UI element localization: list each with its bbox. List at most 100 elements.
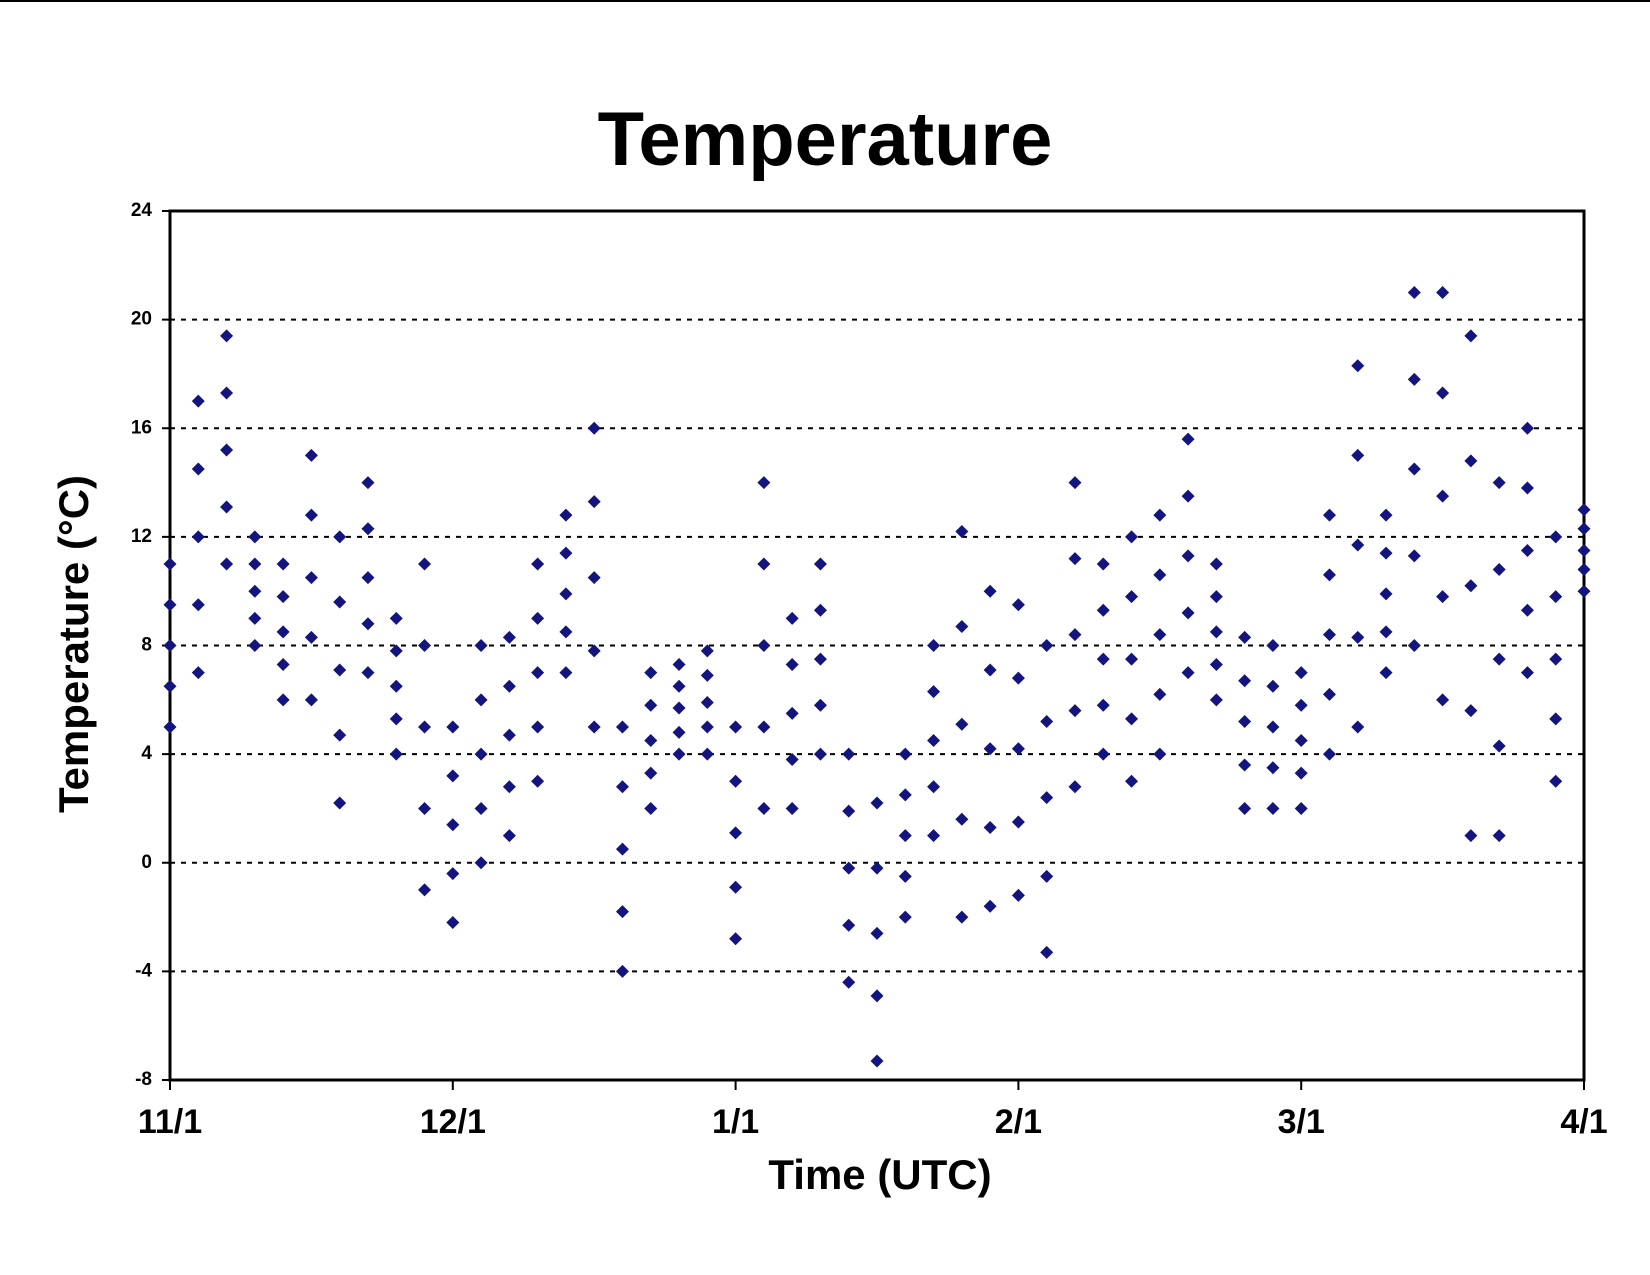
data-point	[361, 666, 375, 680]
data-point	[955, 910, 969, 924]
data-point	[757, 476, 771, 490]
data-point	[587, 644, 601, 658]
data-point	[531, 774, 545, 788]
data-point	[502, 679, 516, 693]
data-point	[757, 639, 771, 652]
data-point	[446, 818, 460, 832]
data-point	[559, 625, 573, 639]
data-point	[1407, 639, 1421, 652]
data-point	[644, 801, 658, 815]
data-point	[1096, 557, 1110, 571]
data-point	[220, 443, 234, 457]
data-point	[1577, 562, 1591, 576]
data-point	[1181, 432, 1195, 446]
data-point	[927, 734, 941, 748]
data-point	[502, 728, 516, 742]
data-point	[559, 666, 573, 680]
data-point	[1096, 652, 1110, 666]
data-point	[1549, 774, 1563, 788]
data-point	[1577, 584, 1591, 598]
data-point	[1125, 774, 1139, 788]
data-point	[1068, 704, 1082, 718]
data-point	[587, 720, 601, 734]
data-point	[870, 1054, 884, 1068]
x-tick-label: 2/1	[995, 1103, 1042, 1141]
data-point	[559, 508, 573, 522]
data-point	[757, 557, 771, 571]
data-point	[1040, 869, 1054, 883]
data-point	[1492, 829, 1506, 843]
data-point	[644, 698, 658, 712]
data-point	[502, 829, 516, 843]
data-point	[644, 734, 658, 748]
data-point	[983, 663, 997, 677]
x-tick-label: 3/1	[1278, 1103, 1325, 1141]
data-point	[1040, 791, 1054, 805]
data-point	[955, 812, 969, 826]
data-point	[1266, 679, 1280, 693]
data-point	[927, 829, 941, 843]
data-point	[1153, 747, 1167, 761]
data-point	[983, 742, 997, 756]
data-point	[785, 706, 799, 720]
data-point	[700, 644, 714, 658]
data-point	[615, 780, 629, 794]
data-point	[418, 720, 432, 734]
data-point	[1294, 734, 1308, 748]
data-point	[672, 701, 686, 715]
data-point	[1351, 720, 1365, 734]
data-point	[870, 926, 884, 940]
y-tick-label: 4	[141, 743, 152, 764]
data-point	[1153, 687, 1167, 701]
data-point	[813, 652, 827, 666]
data-point	[1096, 698, 1110, 712]
y-axis-label: Temperature (°C)	[50, 475, 97, 813]
data-point	[700, 720, 714, 734]
data-point	[559, 587, 573, 601]
data-point	[276, 625, 290, 639]
data-point	[870, 796, 884, 810]
data-point	[361, 617, 375, 631]
data-point	[927, 685, 941, 699]
data-point	[1266, 801, 1280, 815]
data-point	[1068, 476, 1082, 490]
data-point	[248, 584, 262, 598]
data-point	[1011, 598, 1025, 612]
data-point	[1436, 693, 1450, 707]
data-point	[813, 557, 827, 571]
data-point	[220, 386, 234, 400]
data-point	[1464, 829, 1478, 843]
data-point	[898, 788, 912, 802]
data-point	[1181, 549, 1195, 563]
data-point	[927, 639, 941, 652]
data-point	[1238, 715, 1252, 729]
y-tick-label: 20	[131, 309, 152, 330]
data-point	[418, 557, 432, 571]
data-point	[248, 611, 262, 625]
data-point	[1011, 742, 1025, 756]
data-point	[898, 829, 912, 843]
data-point	[729, 826, 743, 840]
data-point	[220, 329, 234, 343]
data-point	[1322, 568, 1336, 582]
data-point	[389, 679, 403, 693]
data-point	[1322, 628, 1336, 642]
data-point	[1209, 625, 1223, 639]
data-point	[276, 557, 290, 571]
data-point	[361, 571, 375, 585]
data-point	[644, 666, 658, 680]
x-tick-label: 1/1	[712, 1103, 759, 1141]
data-point	[1181, 606, 1195, 620]
data-point	[1351, 630, 1365, 644]
data-point	[700, 668, 714, 682]
data-point	[1407, 372, 1421, 386]
data-point	[1492, 739, 1506, 753]
data-point	[361, 522, 375, 536]
data-point	[474, 856, 488, 870]
data-point	[502, 630, 516, 644]
y-tick-label: 12	[131, 526, 152, 547]
data-point	[1520, 603, 1534, 617]
data-point	[1068, 780, 1082, 794]
data-point	[587, 421, 601, 435]
data-point	[1464, 329, 1478, 343]
